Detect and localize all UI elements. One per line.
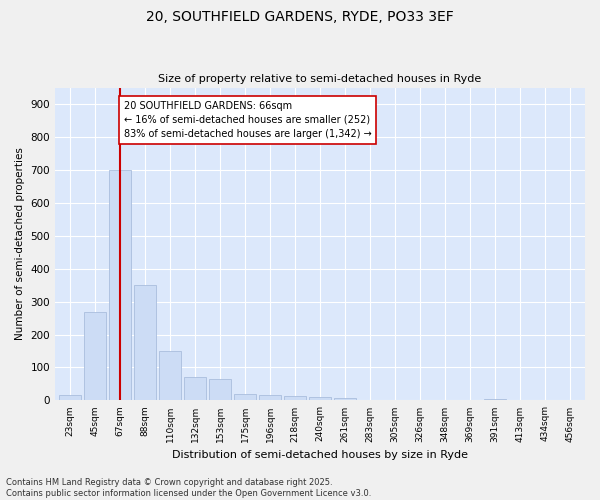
Bar [59, 396, 81, 400]
Bar [334, 398, 356, 400]
Bar [84, 312, 106, 400]
Bar [159, 351, 181, 401]
Bar [484, 399, 506, 400]
Text: 20, SOUTHFIELD GARDENS, RYDE, PO33 3EF: 20, SOUTHFIELD GARDENS, RYDE, PO33 3EF [146, 10, 454, 24]
Title: Size of property relative to semi-detached houses in Ryde: Size of property relative to semi-detach… [158, 74, 482, 84]
Bar [109, 170, 131, 400]
Bar [284, 396, 306, 400]
Text: 20 SOUTHFIELD GARDENS: 66sqm
← 16% of semi-detached houses are smaller (252)
83%: 20 SOUTHFIELD GARDENS: 66sqm ← 16% of se… [124, 100, 371, 138]
Text: Contains HM Land Registry data © Crown copyright and database right 2025.
Contai: Contains HM Land Registry data © Crown c… [6, 478, 371, 498]
Bar [309, 397, 331, 400]
Bar [184, 378, 206, 400]
Bar [134, 285, 156, 401]
Bar [209, 379, 231, 400]
Y-axis label: Number of semi-detached properties: Number of semi-detached properties [15, 148, 25, 340]
Bar [259, 394, 281, 400]
Bar [234, 394, 256, 400]
X-axis label: Distribution of semi-detached houses by size in Ryde: Distribution of semi-detached houses by … [172, 450, 468, 460]
